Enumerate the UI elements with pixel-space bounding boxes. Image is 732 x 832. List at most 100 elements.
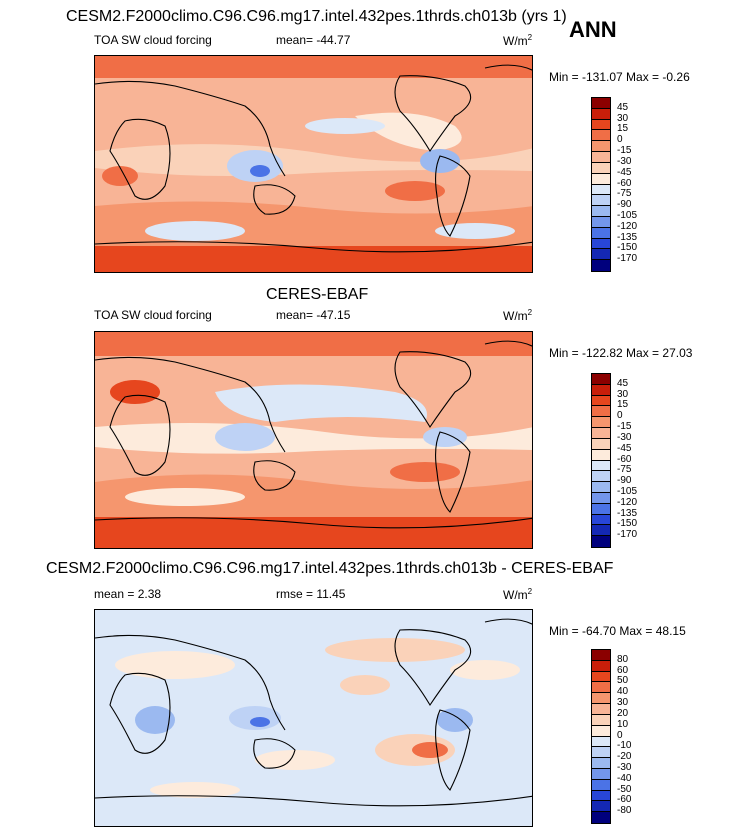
colorbar-level-label: 80 [617, 653, 629, 665]
colorbar-cell [592, 492, 610, 504]
colorbar-cell [592, 482, 610, 493]
colorbar-level-label: -105 [617, 485, 638, 497]
colorbar-cell [592, 216, 610, 228]
colorbar-cell [592, 384, 610, 396]
panel-units: W/m2 [503, 587, 533, 602]
colorbar-cell [592, 650, 610, 661]
colorbar-cell [592, 152, 610, 163]
colorbar-cell [592, 438, 610, 450]
panel-units: W/m2 [503, 308, 533, 323]
colorbar-cell [592, 768, 610, 780]
colorbar-level-label: 45 [617, 101, 629, 113]
colorbar-level-label: 10 [617, 718, 629, 730]
colorbar-cell [592, 184, 610, 196]
panel-left-label: mean = 2.38 [94, 587, 162, 601]
colorbar-cell [592, 249, 610, 261]
colorbar-level-label: -45 [617, 166, 632, 178]
colorbar-cell [592, 758, 610, 769]
colorbar-level-label: -45 [617, 442, 632, 454]
colorbar-level-label: 40 [617, 686, 629, 698]
colorbar-level-label: -75 [617, 464, 632, 476]
colorbar-cell [592, 812, 610, 823]
panel-heading: CESM2.F2000climo.C96.C96.mg17.intel.432p… [46, 560, 614, 577]
colorbar-level-label: 15 [617, 123, 629, 135]
colorbar-cell [592, 195, 610, 207]
colorbar-cell [592, 671, 610, 683]
map-model [94, 55, 533, 273]
colorbar-cell [592, 704, 610, 715]
colorbar-cell [592, 460, 610, 472]
colorbar-level-label: -10 [617, 740, 632, 752]
colorbar-level-label: -60 [617, 453, 632, 465]
colorbar-level-label: -120 [617, 220, 638, 232]
panel-minmax: Min = -122.82 Max = 27.03 [549, 346, 693, 360]
colorbar-level-label: 50 [617, 675, 629, 687]
colorbar-cell [592, 714, 610, 726]
colorbar-cell [592, 660, 610, 672]
panel-minmax: Min = -64.70 Max = 48.15 [549, 624, 686, 638]
colorbar-level-label: -30 [617, 155, 632, 167]
colorbar-level-label: -135 [617, 231, 638, 243]
colorbar-cell [592, 108, 610, 120]
colorbar-level-label: 45 [617, 377, 629, 389]
panel-left-label: TOA SW cloud forcing [94, 308, 212, 322]
colorbar-cell [592, 725, 610, 737]
colorbar-level-label: -75 [617, 188, 632, 200]
colorbar-diff [591, 649, 611, 824]
colorbar-level-label: -105 [617, 209, 638, 221]
colorbar-cell [592, 173, 610, 185]
colorbar-level-label: -135 [617, 507, 638, 519]
colorbar-cell [592, 503, 610, 515]
colorbar-cell [592, 428, 610, 439]
main-title: CESM2.F2000climo.C96.C96.mg17.intel.432p… [66, 8, 567, 25]
colorbar-cell [592, 98, 610, 109]
panel-heading: CERES-EBAF [266, 286, 369, 303]
panel-left-label: TOA SW cloud forcing [94, 33, 212, 47]
colorbar-level-label: -120 [617, 496, 638, 508]
colorbar-cell [592, 260, 610, 271]
panel-rmse-label: rmse = 11.45 [276, 587, 346, 601]
colorbar-level-label: -80 [617, 805, 632, 817]
colorbar-cell [592, 238, 610, 250]
map-obs [94, 331, 533, 549]
colorbar-level-label: 60 [617, 664, 629, 676]
panel-mean-label: mean= -44.77 [276, 33, 351, 47]
colorbar-level-label: -60 [617, 794, 632, 806]
colorbar-level-label: -170 [617, 253, 638, 265]
colorbar-level-label: 30 [617, 388, 629, 400]
colorbar-cell [592, 206, 610, 217]
colorbar-cell [592, 525, 610, 537]
colorbar-obs [591, 373, 611, 548]
colorbar-level-label: 0 [617, 729, 623, 741]
colorbar-cell [592, 374, 610, 385]
map-diff [94, 609, 533, 827]
colorbar-level-label: 20 [617, 707, 629, 719]
colorbar-cell [592, 417, 610, 429]
colorbar-level-label: -90 [617, 475, 632, 487]
colorbar-cell [592, 395, 610, 407]
colorbar-cell [592, 779, 610, 791]
colorbar-cell [592, 141, 610, 153]
colorbar-cell [592, 693, 610, 705]
colorbar-cell [592, 130, 610, 142]
colorbar-cell [592, 227, 610, 239]
colorbar-cell [592, 162, 610, 174]
colorbar-level-label: 0 [617, 410, 623, 422]
colorbar-level-label: -150 [617, 518, 638, 530]
colorbar-level-label: -150 [617, 242, 638, 254]
colorbar-level-label: -60 [617, 177, 632, 189]
colorbar-cell [592, 119, 610, 131]
colorbar-level-label: -30 [617, 761, 632, 773]
colorbar-level-label: -15 [617, 421, 632, 433]
season-label: ANN [569, 17, 617, 42]
panel-minmax: Min = -131.07 Max = -0.26 [549, 70, 690, 84]
colorbar-level-label: 30 [617, 112, 629, 124]
colorbar-level-label: 0 [617, 134, 623, 146]
colorbar-level-label: -30 [617, 431, 632, 443]
colorbar-cell [592, 406, 610, 418]
colorbar-level-label: -90 [617, 199, 632, 211]
colorbar-level-label: -50 [617, 783, 632, 795]
panel-mean-label: mean= -47.15 [276, 308, 351, 322]
colorbar-cell [592, 536, 610, 547]
colorbar-cell [592, 747, 610, 759]
